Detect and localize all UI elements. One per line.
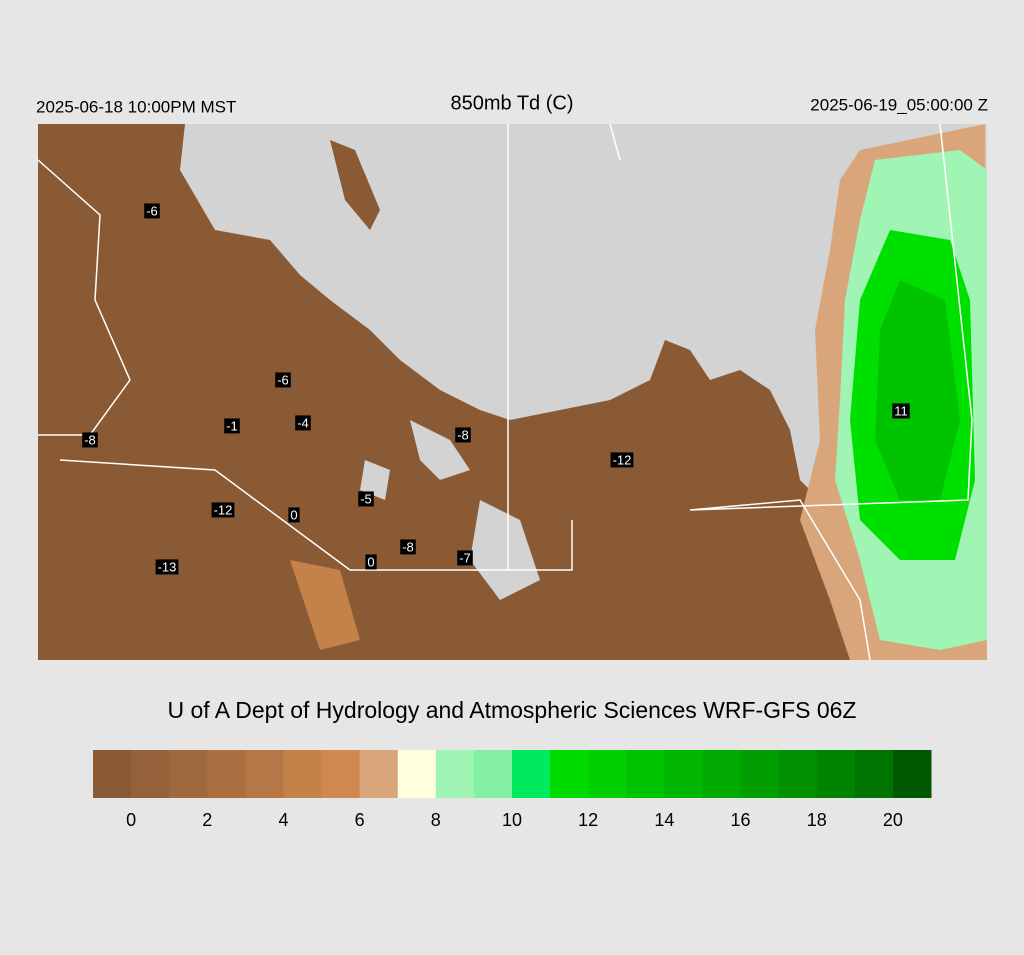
colorbar-tick-label: 18 [807,810,827,830]
colorbar-swatch [473,750,513,798]
station-label-box [155,559,179,575]
colorbar-tick-label: 10 [502,810,522,830]
colorbar-tick-label: 4 [278,810,288,830]
station-label: -8 [402,539,414,554]
colorbar-swatch [816,750,856,798]
station-label: -5 [360,491,372,506]
colorbar-swatch [854,750,894,798]
colorbar-swatch [359,750,399,798]
station-label: -4 [297,415,309,430]
colorbar-swatch [702,750,742,798]
moist-peak [875,280,960,500]
colorbar-tick-label: 8 [431,810,441,830]
dry-band [330,140,380,230]
valid-utc: 2025-06-19_05:00:00 Z [810,95,988,114]
station-label: -1 [226,418,238,433]
colorbar-swatch [93,750,132,798]
map [37,123,987,661]
station-label-box [224,418,240,434]
station-label-box [457,550,473,566]
colorbar-swatch [740,750,780,798]
station-label-box [144,203,160,219]
colorbar-swatch [397,750,437,798]
colorbar-tick-label: 16 [731,810,751,830]
colorbar-tick-label: 12 [578,810,598,830]
colorbar-tick-label: 0 [126,810,136,830]
colorbar-swatch [169,750,208,798]
colorbar-tick-label: 20 [883,810,903,830]
colorbar-swatch [207,750,246,798]
station-label: -6 [277,372,289,387]
colorbar-swatch [321,750,361,798]
station-label-box [365,554,377,570]
station-label: -6 [146,203,158,218]
station-label-box [358,491,374,507]
station-label: -8 [84,432,96,447]
colorbar-swatch [131,750,170,798]
station-label: -13 [158,559,177,574]
station-label: -12 [214,502,233,517]
station-label-box [288,507,300,523]
colorbar-swatch [245,750,284,798]
colorbar-swatch [588,750,627,798]
dry-region [38,124,880,660]
station-labels: -6 -6 -1 -4 -8 -8 -12 0 -5 -8 -7 0 -13 -12 11 [82,203,910,575]
warm-patch [290,560,360,650]
colorbar-tick-label: 14 [654,810,674,830]
colorbar-tick-label: 2 [202,810,212,830]
station-label-box [295,415,311,431]
colorbar-swatch [664,750,703,798]
colorbar-swatch [512,750,551,798]
station-label-box [610,452,634,468]
station-label-box [211,502,235,518]
valid-local: 2025-06-18 10:00PM MST [36,97,236,116]
state-borders [37,123,973,661]
station-label: 0 [367,554,374,569]
credit: U of A Dept of Hydrology and Atmospheric… [167,697,856,723]
station-label: 0 [290,507,297,522]
station-label-box [400,539,416,555]
colorbar-swatch [550,750,589,798]
colorbar-swatch [626,750,665,798]
station-label-box [455,427,471,443]
colorbar: 0 2 4 6 8 10 12 14 16 18 20 [93,750,932,830]
colorbar-swatch [892,750,932,798]
station-label-box [275,372,291,388]
station-label-box [82,432,98,448]
station-label: -8 [457,427,469,442]
station-label: 11 [894,403,908,418]
moist-patches [360,420,540,600]
colorbar-swatch [435,750,475,798]
colorbar-swatch [283,750,323,798]
station-label: -7 [459,550,471,565]
title: 850mb Td (C) [450,92,573,114]
station-label-box [892,403,910,419]
colorbar-swatch [778,750,818,798]
station-label: -12 [613,452,632,467]
colorbar-tick-label: 6 [355,810,365,830]
